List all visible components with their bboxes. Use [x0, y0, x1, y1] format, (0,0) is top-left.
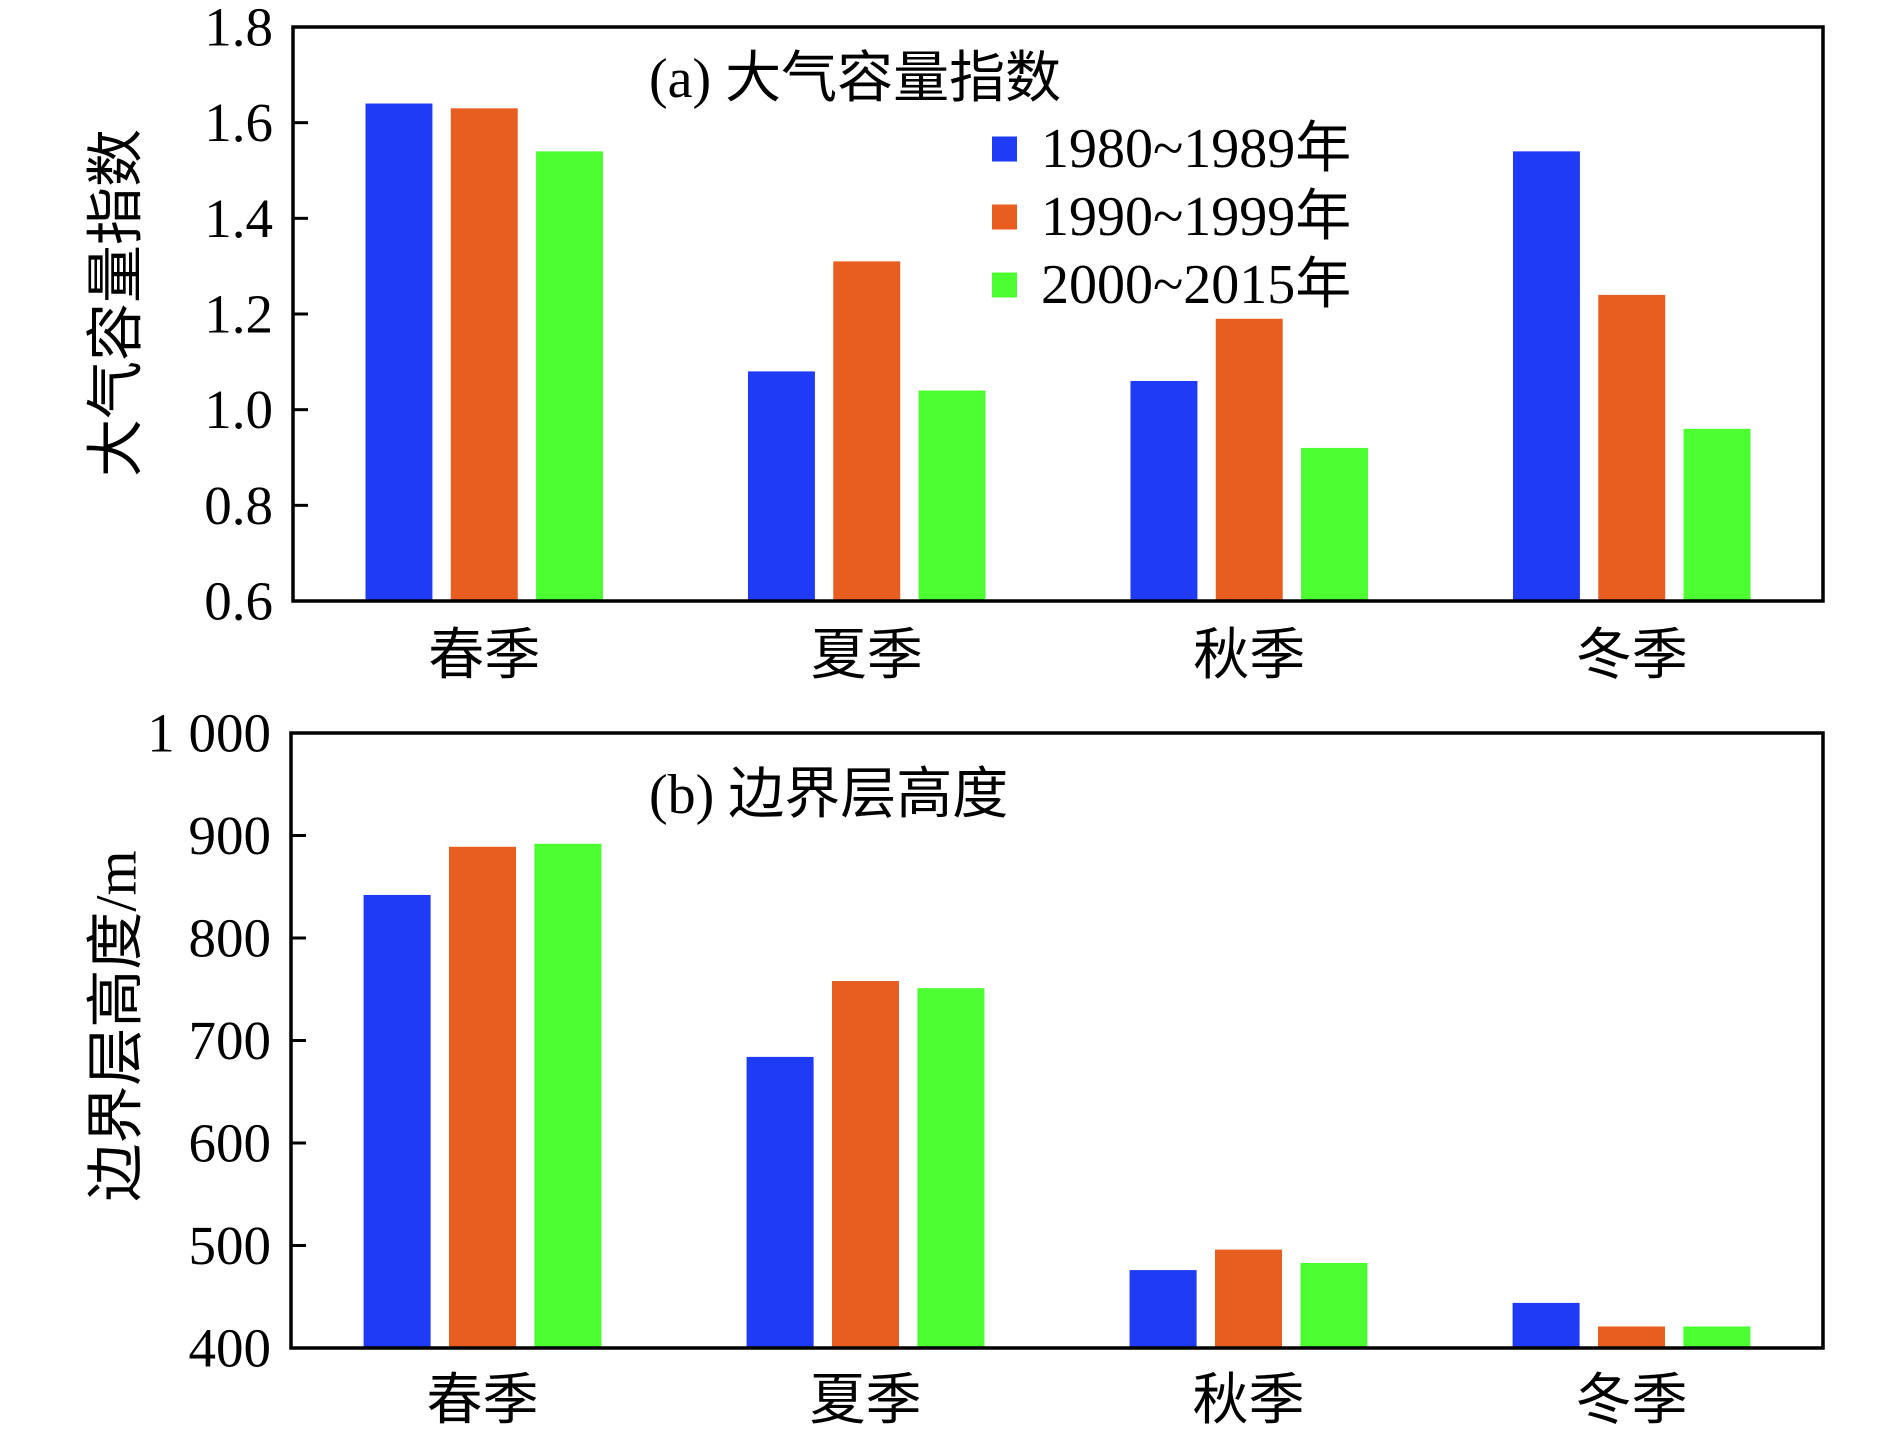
chart-a-bar-series1-category3 — [1130, 380, 1198, 601]
chart-a-category-label: 夏季 — [811, 625, 923, 687]
chart-a-bar-series1-category2 — [747, 371, 815, 601]
chart-a-bar-series2-category2 — [833, 261, 901, 601]
chart-b-bar-series2-category4 — [1597, 1326, 1666, 1348]
chart-a-ytick-label: 1.6 — [204, 92, 273, 153]
chart-b-category-label: 夏季 — [810, 1370, 922, 1432]
legend-label: 1990~1999年 — [1041, 186, 1351, 248]
chart-b-ytick-label: 500 — [189, 1215, 272, 1276]
chart-b-title: (b) 边界层高度 — [649, 764, 1008, 826]
chart-a-bar-series2-category4 — [1598, 294, 1666, 601]
chart-b-bar-series3-category3 — [1300, 1262, 1368, 1348]
chart-a-bar-series2-category1 — [450, 108, 518, 602]
chart-a: 0.6 0.8 1.0 1.2 1.4 1.6 1.8 春季 夏季 秋季 冬季 大气容量指数 (a) 大… — [84, 0, 1825, 687]
chart-a-bar-series1-category1 — [365, 103, 433, 602]
chart-b-bar-series1-category1 — [363, 894, 431, 1348]
legend-swatch — [992, 272, 1017, 298]
chart-b-category-label: 春季 — [427, 1370, 539, 1432]
chart-b-bar-series1-category3 — [1129, 1270, 1197, 1348]
chart-a-bar-series3-category4 — [1683, 428, 1751, 601]
chart-b-category-label: 秋季 — [1193, 1370, 1305, 1432]
chart-a-ytick-label: 1.2 — [204, 284, 273, 345]
chart-b-bar-series2-category2 — [831, 981, 900, 1348]
chart-a-ylabel: 大气容量指数 — [84, 129, 149, 477]
chart-b-bar-series1-category2 — [746, 1056, 814, 1348]
chart-a-bar-series2-category3 — [1215, 318, 1283, 601]
chart-a-bar-series3-category2 — [918, 390, 986, 601]
chart-b-bar-series3-category2 — [917, 988, 985, 1348]
chart-b-bar-series3-category1 — [534, 843, 602, 1348]
chart-a-bar-series1-category4 — [1512, 151, 1580, 601]
chart-a-ytick-label: 0.8 — [204, 475, 273, 536]
legend-swatch — [992, 136, 1017, 162]
chart-b-frame — [289, 731, 1825, 1350]
chart-b-bar-series1-category4 — [1512, 1302, 1580, 1348]
chart-a-category-label: 冬季 — [1576, 625, 1688, 687]
chart-b: 400 500 600 700 800 900 1 000 春季 夏季 秋季 冬季 边界层高度/m (b… — [84, 703, 1825, 1432]
chart-a-title: (a) 大气容量指数 — [649, 48, 1061, 110]
chart-b-ylabel: 边界层高度/m — [84, 850, 149, 1201]
legend-swatch — [992, 204, 1017, 230]
chart-b-ytick-label: 900 — [189, 805, 272, 866]
chart-b-bar-series2-category3 — [1214, 1249, 1283, 1348]
chart-b-bar-series2-category1 — [448, 846, 517, 1348]
chart-b-ytick-label: 700 — [189, 1010, 272, 1071]
chart-a-ytick-label: 0.6 — [204, 571, 273, 632]
chart-b-ytick-label: 600 — [189, 1113, 272, 1174]
chart-a-ytick-label: 1.8 — [204, 0, 273, 58]
chart-b-bar-series3-category4 — [1683, 1326, 1751, 1348]
chart-b-ytick-label: 800 — [189, 908, 272, 969]
chart-a-bar-series3-category1 — [536, 151, 604, 601]
chart-a-ytick-label: 1.4 — [204, 188, 273, 249]
chart-b-ytick-label: 1 000 — [147, 703, 271, 764]
chart-a-category-label: 秋季 — [1193, 625, 1305, 687]
legend-label: 2000~2015年 — [1041, 254, 1351, 316]
chart-a-category-label: 春季 — [428, 625, 540, 687]
chart-a-bar-series3-category3 — [1301, 447, 1369, 601]
legend-label: 1980~1989年 — [1041, 118, 1351, 180]
chart-b-category-label: 冬季 — [1576, 1370, 1688, 1432]
chart-b-ytick-label: 400 — [189, 1318, 272, 1379]
chart-a-ytick-label: 1.0 — [204, 379, 273, 440]
